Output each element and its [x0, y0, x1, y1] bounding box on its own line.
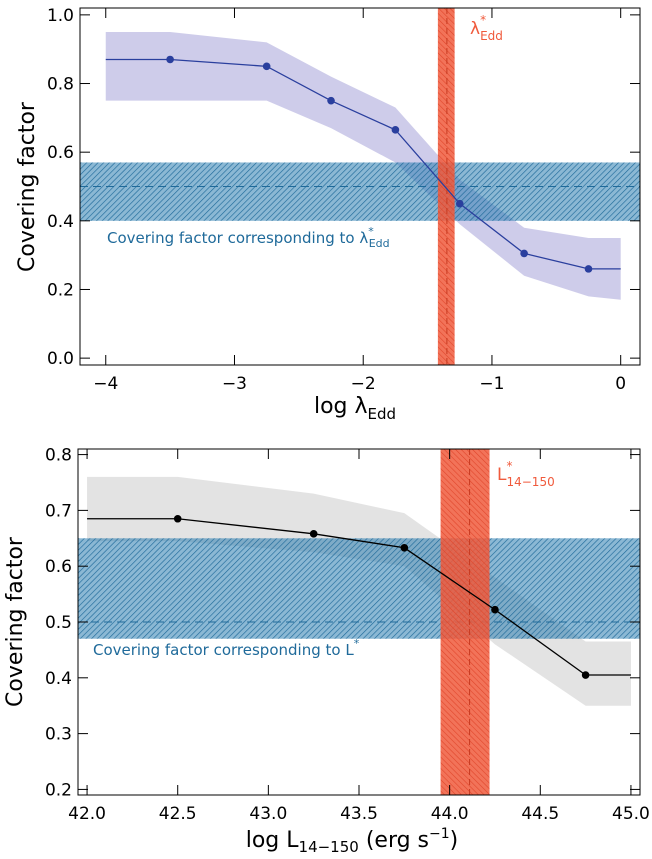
top-data-point [584, 265, 593, 273]
top-x-tick-label: −3 [222, 374, 247, 394]
bottom-data-point [581, 671, 590, 679]
top-confidence-band [105, 32, 621, 300]
bottom-y-axis-title: Covering factor [3, 536, 28, 707]
bottom-x-tick-label: 43.0 [249, 804, 287, 824]
top-y-tick-label: 0.4 [47, 212, 74, 232]
top-data-point [327, 96, 335, 105]
bottom-x-tick-label: 43.5 [340, 804, 378, 824]
top-critical-band [437, 8, 455, 365]
bottom-x-tick-label: 44.5 [521, 804, 559, 824]
top-y-tick-label: 0.8 [47, 75, 74, 95]
bottom-covering-band [78, 538, 640, 639]
top-x-tick-label: 0 [615, 374, 626, 394]
top-data-point [391, 126, 400, 134]
bottom-y-tick-label: 0.2 [45, 780, 72, 800]
bottom-data-point [309, 530, 318, 538]
top-x-axis-title: log λEdd [314, 394, 396, 423]
top-covering-band [80, 162, 640, 221]
bottom-x-tick-label: 44.0 [431, 804, 469, 824]
chart-top: −4 −3 −2 −1 0 0.0 0.2 0.4 0.6 0.8 1.0 Covering fac… [15, 6, 641, 423]
top-y-tick-label: 0.2 [47, 280, 74, 300]
top-y-tick-label: 0.6 [47, 143, 74, 163]
bottom-critical-band [440, 449, 490, 795]
bottom-data-point [400, 543, 409, 552]
top-plot-area: −4 −3 −2 −1 0 0.0 0.2 0.4 0.6 0.8 1.0 [47, 6, 641, 394]
bottom-red-annotation: L* 14−150 [497, 459, 555, 489]
bottom-blue-annotation: Covering factor corresponding to L* [93, 637, 360, 659]
bottom-y-tick-label: 0.8 [45, 446, 72, 466]
top-y-tick-label: 0.0 [47, 349, 74, 369]
bottom-x-tick-label: 45.0 [612, 804, 650, 824]
top-blue-annotation: Covering factor corresponding to λ* Edd [107, 225, 390, 250]
top-data-point [166, 55, 174, 64]
top-data-point [262, 62, 271, 71]
top-data-point [455, 199, 464, 208]
bottom-y-tick-label: 0.6 [45, 557, 72, 577]
bottom-x-axis-title: log L14−150 (erg s−1) [246, 826, 459, 856]
top-x-tick-label: −2 [351, 374, 376, 394]
bottom-y-tick-label: 0.3 [45, 725, 72, 745]
top-plot-frame [79, 7, 641, 366]
bottom-x-tick-label: 42.0 [68, 804, 106, 824]
bottom-plot-area: 42.0 42.5 43.0 43.5 44.0 44.5 45.0 0.2 0.3 0.4 0.5… [45, 446, 650, 824]
bottom-y-tick-label: 0.4 [45, 669, 72, 689]
top-x-tick-label: −1 [479, 374, 504, 394]
bottom-x-tick-label: 42.5 [159, 804, 197, 824]
top-red-annotation: λ* Edd [470, 13, 503, 43]
top-y-axis-title: Covering factor [15, 101, 40, 272]
top-x-tick-label: −4 [93, 374, 118, 394]
bottom-y-tick-label: 0.7 [45, 501, 72, 521]
bottom-y-tick-label: 0.5 [45, 613, 72, 633]
bottom-confidence-band [87, 476, 631, 706]
bottom-data-point [491, 605, 499, 614]
top-data-point [520, 249, 528, 258]
chart-bottom: 42.0 42.5 43.0 43.5 44.0 44.5 45.0 0.2 0.3 0.4 0.5… [3, 446, 650, 856]
bottom-data-point [173, 514, 182, 523]
top-y-tick-label: 1.0 [47, 6, 74, 26]
